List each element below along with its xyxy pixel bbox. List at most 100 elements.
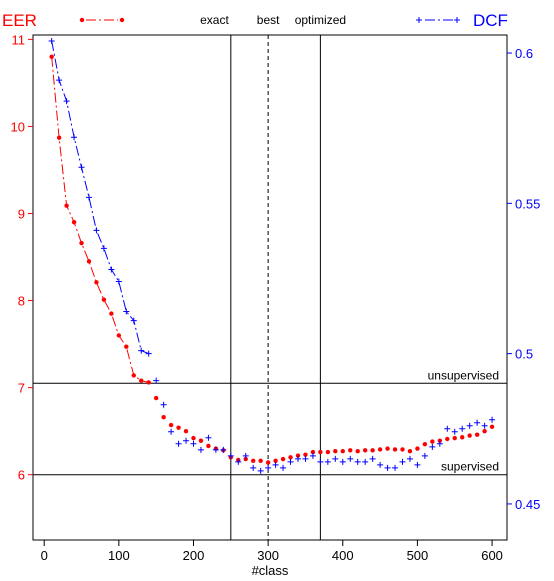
dcf-point (489, 416, 496, 423)
y-right-tick-label: 0.5 (515, 347, 533, 362)
dcf-point (280, 464, 287, 471)
eer-point (191, 435, 196, 441)
x-tick-label: 300 (257, 548, 279, 563)
dcf-point (115, 278, 122, 285)
series-line-EER (51, 56, 149, 383)
dcf-point (235, 458, 242, 465)
eer-point (325, 449, 331, 455)
dcf-point (466, 422, 473, 429)
dcf-point (332, 455, 339, 462)
dcf-point (153, 377, 160, 384)
x-tick-label: 0 (41, 548, 48, 563)
dcf-point (302, 455, 309, 462)
dcf-point (317, 458, 324, 465)
eer-point (385, 446, 390, 451)
dcf-point (265, 464, 272, 471)
dcf-point (406, 455, 413, 462)
eer-point (430, 439, 435, 444)
eer-point (265, 460, 271, 465)
dcf-point (354, 458, 361, 465)
hline-label-supervised: supervised (441, 460, 499, 474)
y-right-tick-label: 0.45 (515, 497, 540, 512)
plot-frame (32, 34, 508, 541)
x-tick-label: 200 (183, 548, 205, 563)
eer-point (124, 344, 129, 349)
dcf-point (421, 452, 428, 459)
eer-point (153, 395, 159, 401)
eer-point (377, 447, 383, 452)
eer-point (56, 135, 62, 140)
eer-point (168, 422, 174, 428)
y-left-tick-label: 11 (12, 32, 26, 47)
x-tick-label: 500 (407, 548, 429, 563)
eer-point (258, 458, 263, 463)
eer-point (437, 438, 443, 443)
eer-point (116, 333, 122, 338)
y-left-tick-label: 7 (18, 381, 25, 396)
dcf-point (168, 428, 175, 435)
eer-point (206, 443, 211, 449)
dcf-point (250, 464, 257, 471)
eer-point (295, 453, 301, 458)
dcf-point (272, 461, 279, 468)
vline-label-best: best (257, 13, 280, 27)
dcf-point (160, 401, 167, 408)
eer-point (489, 424, 495, 430)
legend-dcf-marker (416, 17, 422, 23)
dcf-point (347, 455, 354, 462)
eer-point (467, 433, 472, 438)
eer-point (131, 373, 136, 378)
eer-point (161, 415, 166, 420)
eer-point (79, 240, 84, 246)
dcf-point (183, 437, 190, 444)
eer-point (183, 428, 189, 434)
eer-point (303, 452, 308, 457)
vline-label-optimized: optimized (295, 13, 346, 27)
dcf-point (205, 434, 212, 441)
eer-point (407, 448, 413, 454)
dcf-point (362, 458, 369, 465)
y-right-tick-label: 0.6 (515, 46, 533, 61)
y-left-tick-label: 6 (18, 468, 25, 483)
eer-point (445, 436, 450, 442)
dcf-point (339, 458, 346, 465)
eer-point (139, 378, 144, 383)
dcf-point (100, 245, 107, 252)
x-tick-label: 400 (332, 548, 354, 563)
dcf-point (220, 446, 227, 453)
vline-label-exact: exact (200, 13, 229, 27)
x-tick-label: 600 (481, 548, 503, 563)
eer-point (280, 456, 286, 462)
dcf-point (48, 38, 55, 45)
dcf-point (429, 443, 436, 450)
eer-point (273, 458, 278, 463)
dcf-point (71, 134, 78, 141)
dcf-point (212, 446, 219, 453)
eer-point (86, 259, 92, 264)
dcf-point (197, 446, 204, 453)
dcf-point (309, 452, 316, 459)
eer-point (370, 448, 375, 453)
eer-point (482, 428, 487, 434)
eer-point (71, 219, 77, 225)
dcf-point (63, 98, 70, 105)
dcf-point (451, 428, 458, 435)
dcf-point (392, 464, 399, 471)
dcf-point (108, 266, 115, 273)
dcf-point (190, 440, 197, 447)
dcf-point (138, 347, 145, 354)
dcf-point (175, 440, 182, 447)
eer-point (340, 448, 345, 454)
x-tick-label: 100 (108, 548, 130, 563)
eer-point (362, 448, 368, 453)
eer-point (94, 280, 99, 285)
eer-point (460, 435, 465, 440)
dcf-point (436, 440, 443, 447)
eer-point (422, 442, 428, 447)
dcf-point (399, 458, 406, 465)
legend-eer-marker (79, 17, 85, 23)
dcf-point (287, 458, 294, 465)
dcf-point (257, 467, 264, 474)
dcf-point (444, 425, 451, 432)
